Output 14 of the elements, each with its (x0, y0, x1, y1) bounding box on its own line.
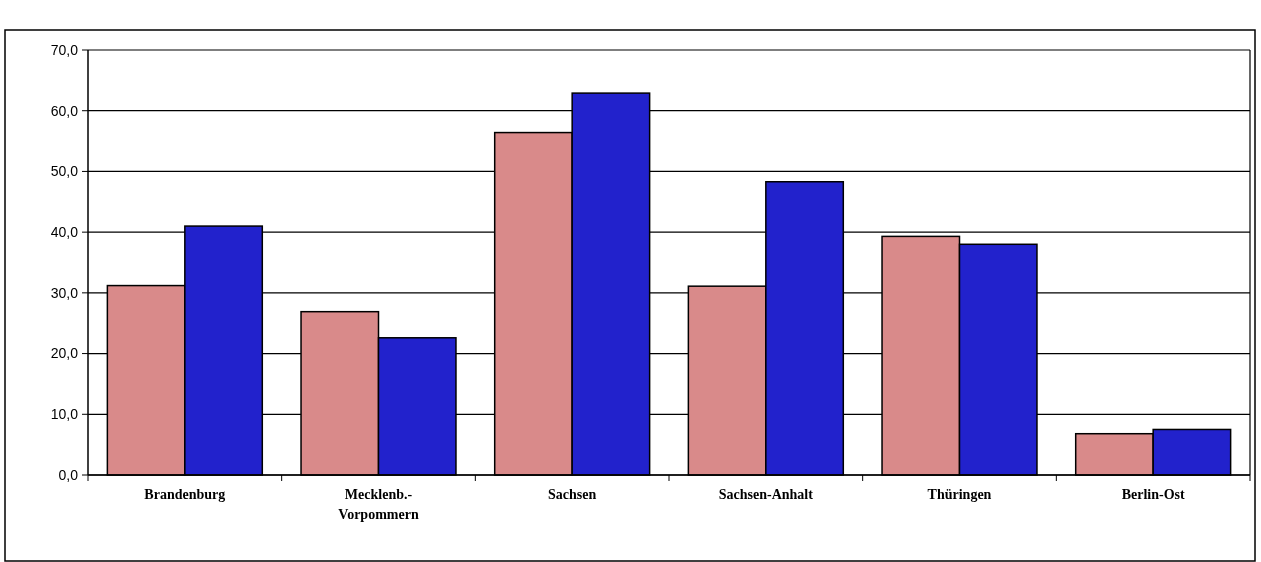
y-tick-label: 30,0 (50, 284, 79, 301)
x-tick-label: Mecklenb.- Vorpommern (338, 487, 419, 522)
x-tick-label: Berlin-Ost (1121, 487, 1185, 502)
x-tick-label: Thüringen (927, 487, 992, 502)
y-tick-label: 10,0 (50, 406, 79, 423)
y-tick-label: 20,0 (50, 345, 79, 362)
x-tick-label: Sachsen (548, 487, 597, 502)
x-tick-label: Sachsen-Anhalt (718, 487, 814, 502)
y-tick-label: 50,0 (50, 163, 79, 180)
y-tick-label: 0,0 (58, 466, 79, 483)
y-tick-label: 60,0 (50, 102, 79, 119)
y-tick-label: 70,0 (50, 41, 79, 58)
x-tick-label: Brandenburg (144, 487, 226, 502)
y-tick-label: 40,0 (50, 224, 79, 241)
